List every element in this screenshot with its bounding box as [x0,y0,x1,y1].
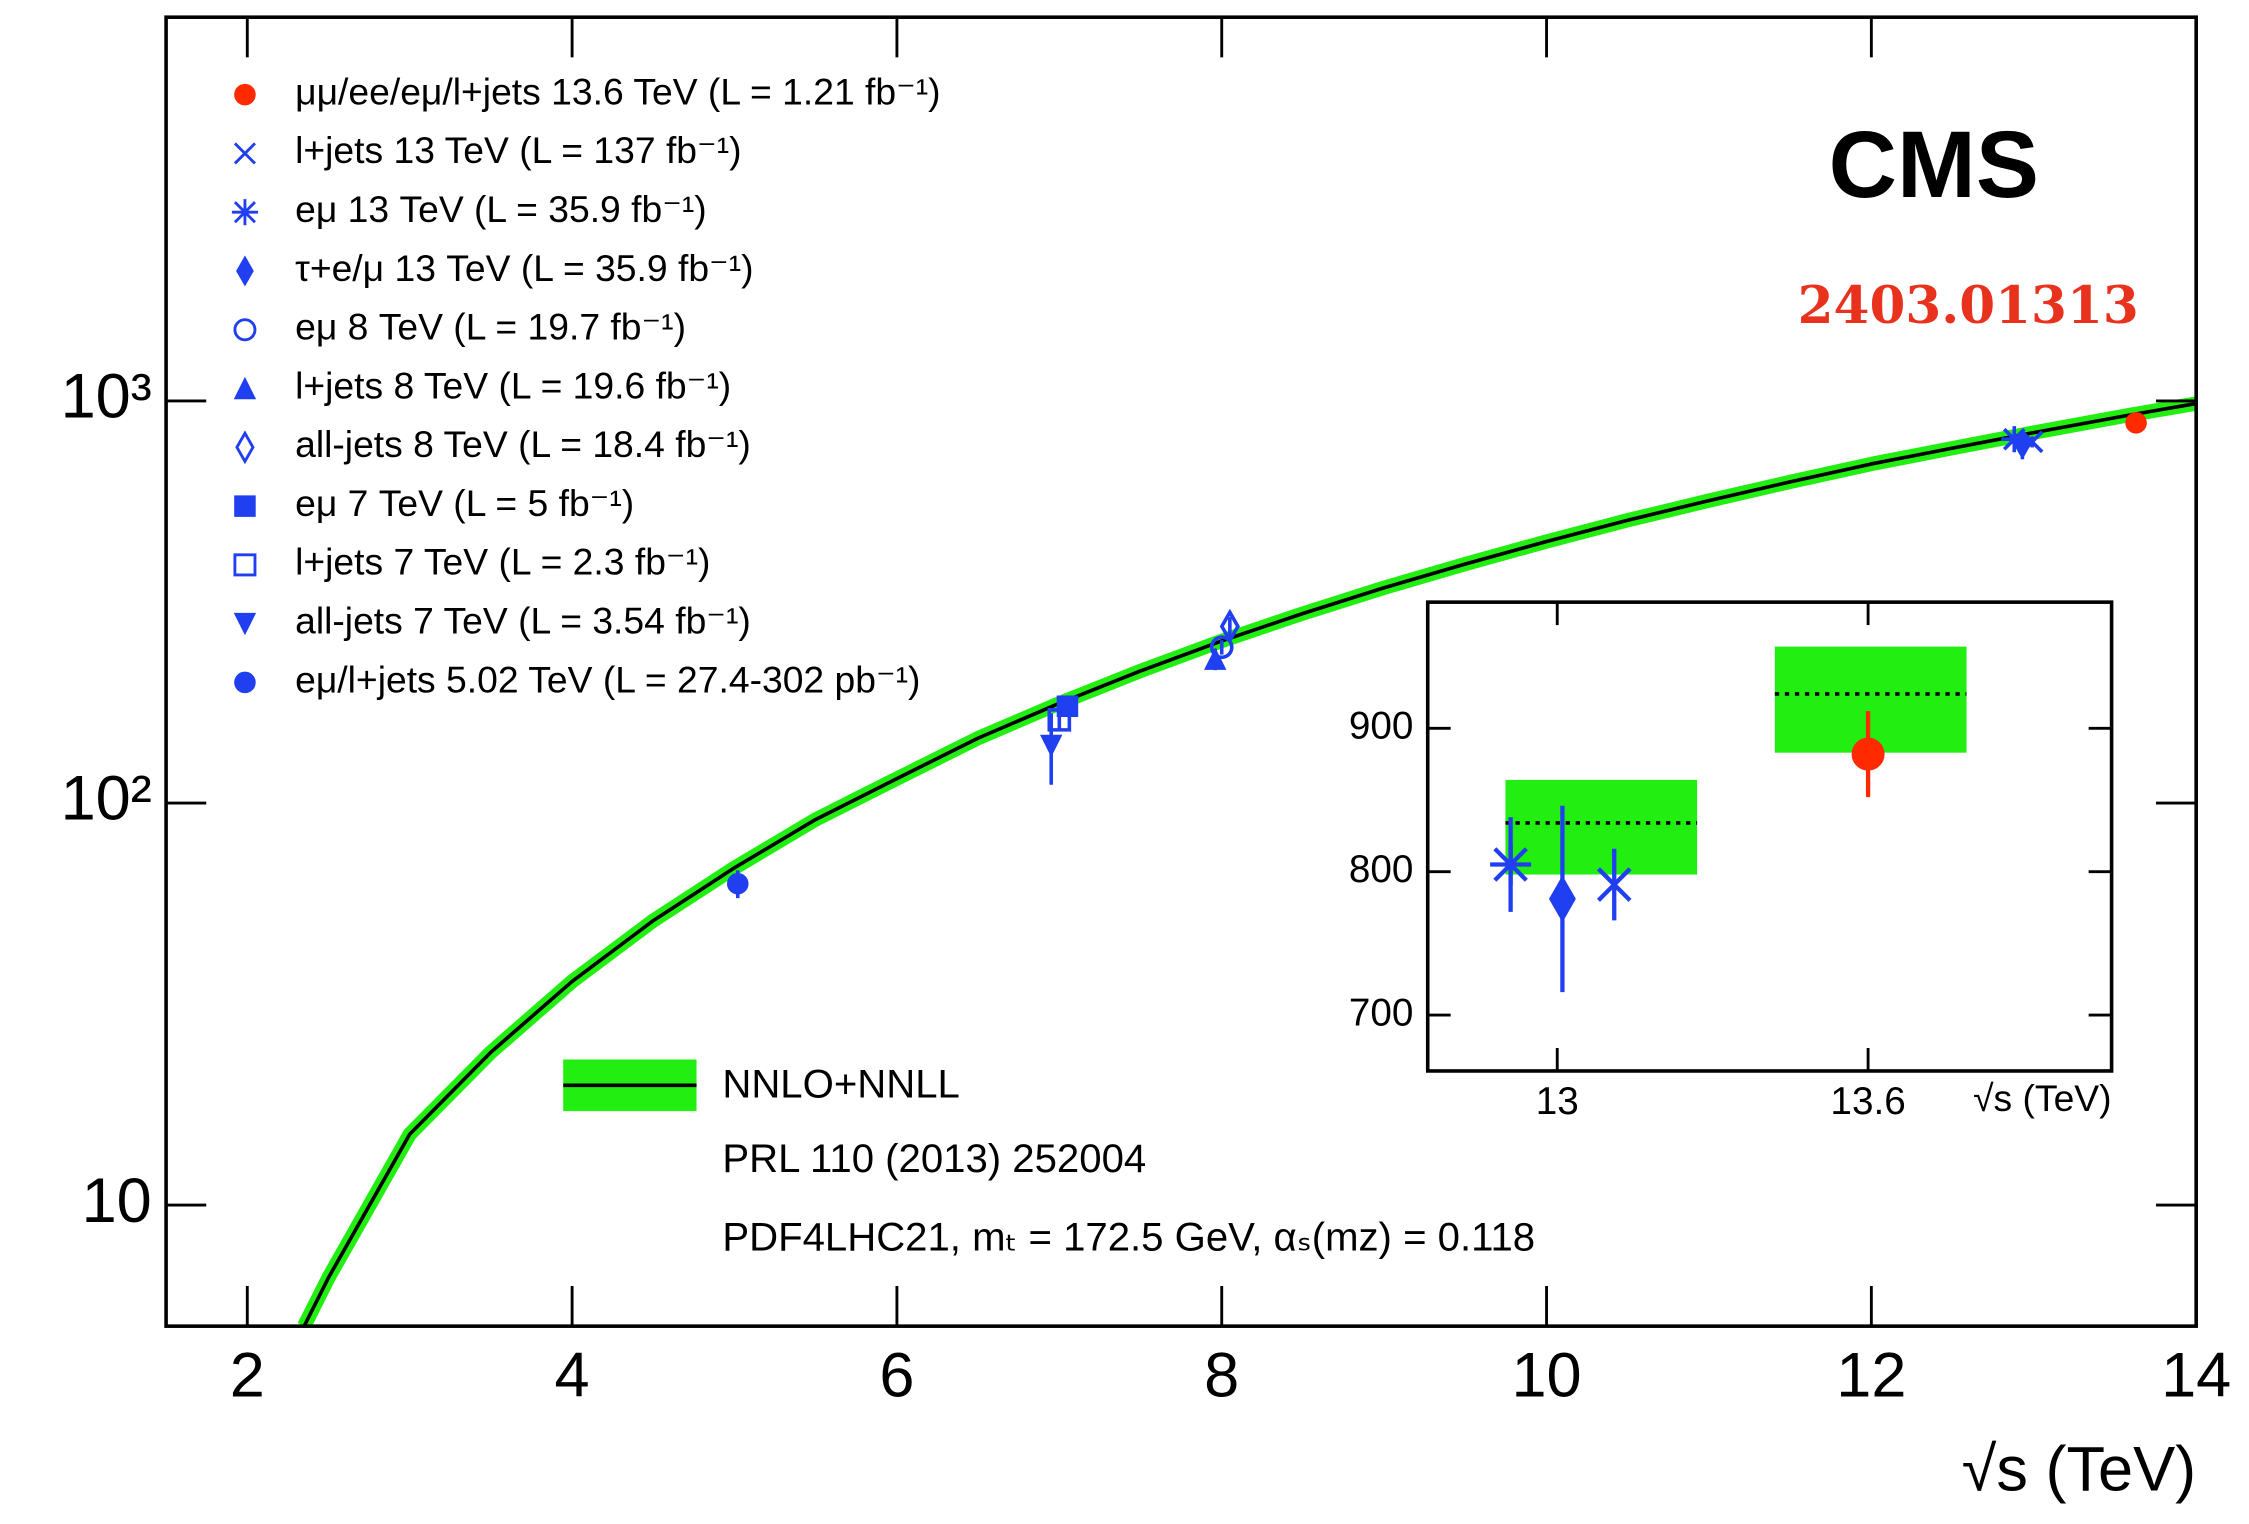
legend-marker [233,376,257,400]
legend-marker [231,199,258,226]
plot-content [297,396,2197,1327]
legend-marker [234,671,256,694]
data-point [1490,844,1532,886]
legend-label: eμ 8 TeV (L = 19.7 fb⁻¹) [295,306,686,348]
y-tick-label: 10³ [61,362,152,432]
data-point [727,872,749,895]
legend-label: eμ/l+jets 5.02 TeV (L = 27.4-302 pb⁻¹) [295,658,920,700]
data-point [2001,426,2028,453]
theory-citation: PRL 110 (2013) 252004 [722,1136,1146,1181]
legend-marker [233,612,257,636]
x-tick-label: 10 [1511,1340,1581,1410]
legend-label: l+jets 13 TeV (L = 137 fb⁻¹) [295,129,741,171]
theory-band [1505,779,1698,875]
y-tick-label: 700 [1349,991,1414,1034]
theory-settings: PDF4LHC21, mₜ = 172.5 GeV, αₛ(mᴢ) = 0.11… [722,1215,1535,1260]
data-point [2013,428,2032,460]
data-point [1040,734,1063,758]
y-tick-label: 10 [82,1166,152,1236]
data-point [1548,875,1576,923]
x-tick-label: 13 [1536,1080,1579,1123]
x-tick-label: 14 [2161,1340,2231,1410]
legend-marker [236,255,254,287]
y-tick-label: 800 [1349,848,1414,891]
theory-band [1774,646,1967,753]
legend-marker [234,495,256,517]
legend-marker [235,430,255,465]
legend-marker [233,553,257,577]
plot-1: 13 13.6 700 800 900 √s (TeV) [1349,600,2114,1123]
x-axis-title: √s (TeV) [1973,1077,2111,1119]
plot-frame [1425,600,2114,1073]
legend-label: eμ 13 TeV (L = 35.9 fb⁻¹) [295,188,707,230]
data-point [2125,412,2147,434]
data-point [1596,867,1632,902]
plot-content [1490,646,1967,993]
x-tick-label: 2 [230,1340,265,1410]
data-point [1219,608,1240,645]
legend-label: μμ/ee/eμ/l+jets 13.6 TeV (L = 1.21 fb⁻¹) [295,70,941,112]
legend-label: all-jets 8 TeV (L = 18.4 fb⁻¹) [295,423,751,465]
legend-marker [234,83,256,106]
x-axis-title: √s (TeV) [1962,1434,2196,1504]
data-point [1047,708,1072,732]
data-point [1851,737,1885,771]
legend-marker [233,318,257,342]
x-tick-label: 13.6 [1830,1080,1905,1123]
experiment-label: CMS [1829,112,2039,218]
y-tick-label: 10² [61,764,152,834]
theory-legend-label: NNLO+NNLL [722,1061,960,1106]
legend-label: τ+e/μ 13 TeV (L = 35.9 fb⁻¹) [295,247,753,289]
legend-label: l+jets 8 TeV (L = 19.6 fb⁻¹) [295,364,731,406]
y-tick-label: 900 [1349,705,1414,748]
x-tick-label: 4 [555,1340,590,1410]
x-tick-label: 8 [1204,1340,1239,1410]
legend-label: l+jets 7 TeV (L = 2.3 fb⁻¹) [295,541,710,583]
legend-label: eμ 7 TeV (L = 5 fb⁻¹) [295,482,634,524]
data-point [1204,647,1227,670]
plot-frame [164,15,2198,1328]
x-tick-label: 12 [1836,1340,1906,1410]
x-tick-label: 6 [879,1340,914,1410]
legend-label: all-jets 7 TeV (L = 3.54 fb⁻¹) [295,599,751,641]
reference-label: 2403.01313 [1798,276,2139,336]
legend-marker [233,142,256,165]
